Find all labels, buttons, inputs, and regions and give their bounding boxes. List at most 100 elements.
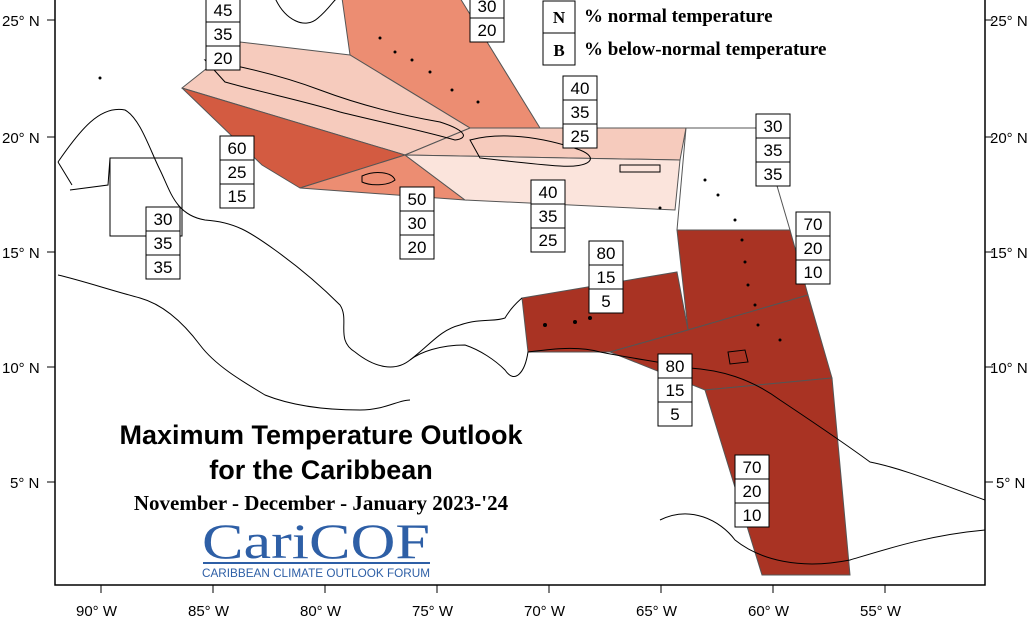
value-box-number: 25 [228, 163, 247, 182]
value-box: 50 30 20 [399, 186, 435, 260]
lat-label-right-25: 25° N [990, 13, 1028, 30]
value-box-cell [562, 123, 598, 149]
value-box-number: 35 [154, 258, 173, 277]
value-box-number: 40 [539, 183, 558, 202]
value-box-cell [795, 235, 831, 261]
legend-text-below: % below-normal temperature [584, 39, 826, 60]
value-box-cell [588, 264, 624, 290]
south-america-coast [409, 344, 986, 501]
value-box-cell [205, 21, 241, 47]
lat-label-25: 25° N [2, 13, 40, 30]
value-box-cell [795, 211, 831, 237]
value-box-number: 30 [764, 117, 783, 136]
value-box-number: 20 [408, 238, 427, 257]
value-box-number: 15 [597, 268, 616, 287]
value-box-number: 25 [571, 127, 590, 146]
value-box-cell [734, 478, 770, 504]
value-box-cell [734, 502, 770, 528]
title-period: November - December - January 2023-'24 [134, 491, 509, 515]
value-box: 30 35 35 [145, 206, 181, 280]
legend: N % normal temperature B % below-normal … [542, 0, 826, 66]
value-box-number: 50 [408, 190, 427, 209]
lat-label-15: 15° N [2, 245, 40, 262]
value-box-cell [219, 159, 255, 185]
title-line-1: Maximum Temperature Outlook [119, 420, 523, 450]
jamaica-coast [361, 172, 396, 186]
value-box-cell [530, 203, 566, 229]
lat-label-right-15: 15° N [990, 245, 1028, 262]
value-box: 80 15 5 [588, 240, 624, 314]
value-box-number: 20 [214, 49, 233, 68]
outlook-regions [109, 0, 851, 576]
legend-key-n: N [553, 8, 566, 27]
puerto-rico-coast [619, 164, 661, 173]
lat-label-right-10: 10° N [990, 360, 1028, 377]
value-box-number: 20 [478, 21, 497, 40]
lon-label-70: 70° W [524, 603, 566, 620]
value-box-number: 30 [478, 0, 497, 16]
value-box: 60 25 15 [219, 135, 255, 209]
lat-axis-left: 25° N 20° N 15° N 10° N 5° N [2, 13, 55, 492]
value-box-number: 70 [804, 215, 823, 234]
value-box-number: 20 [743, 482, 762, 501]
legend-key-b: B [553, 41, 564, 60]
title-block: Maximum Temperature Outlook for the Cari… [119, 420, 523, 515]
lat-label-right-20: 20° N [990, 130, 1028, 147]
lon-label-65: 65° W [636, 603, 678, 620]
value-box-number: 15 [666, 381, 685, 400]
caricof-logo: CariCOF CARIBBEAN CLIMATE OUTLOOK FORUM [202, 513, 430, 580]
value-box-cell [755, 161, 791, 187]
coastlines [57, 0, 986, 565]
value-box-cell [399, 186, 435, 212]
value-box-cell [657, 353, 693, 379]
south-america-inland [659, 513, 986, 565]
value-box-number: 70 [743, 458, 762, 477]
central-america-pacific-coast [57, 274, 411, 411]
value-box-cell [657, 401, 693, 427]
value-box-number: 80 [666, 357, 685, 376]
value-box: 40 35 25 [562, 75, 598, 149]
value-box-number: 80 [597, 244, 616, 263]
value-box: 70 20 10 [795, 211, 831, 285]
value-box-cell [399, 210, 435, 236]
cuba-coast [203, 59, 464, 141]
value-box-number: 35 [539, 207, 558, 226]
value-box: 80 15 5 [657, 353, 693, 427]
value-box-cell [562, 99, 598, 125]
value-box-cell [588, 288, 624, 314]
value-box-number: 5 [601, 292, 610, 311]
value-box-cell [399, 234, 435, 260]
lat-label-20: 20° N [2, 130, 40, 147]
value-box-number: 40 [571, 79, 590, 98]
value-box-number: 60 [228, 139, 247, 158]
value-box-number: 35 [214, 25, 233, 44]
small-islands [98, 36, 782, 342]
value-box-number: 20 [804, 239, 823, 258]
legend-text-normal: % normal temperature [584, 6, 773, 27]
value-box-cell [755, 137, 791, 163]
logo-caption: CARIBBEAN CLIMATE OUTLOOK FORUM [202, 566, 430, 580]
value-box-cell [205, 45, 241, 71]
value-box-number: 5 [670, 405, 679, 424]
lat-label-5: 5° N [10, 475, 39, 492]
lon-label-85: 85° W [188, 603, 230, 620]
trinidad-coast [727, 349, 749, 365]
value-box-number: 35 [764, 141, 783, 160]
value-box-number: 10 [804, 263, 823, 282]
title-line-2: for the Caribbean [209, 455, 433, 485]
florida-coast [275, 0, 336, 24]
value-box-number: 30 [408, 214, 427, 233]
central-america-coast [57, 108, 523, 368]
lat-axis-right: 25° N 20° N 15° N 10° N 5° N [985, 13, 1028, 492]
value-box-number: 30 [154, 210, 173, 229]
value-box: 30 35 35 [755, 113, 791, 187]
value-box-number: 35 [571, 103, 590, 122]
value-box: 70 20 10 [734, 454, 770, 528]
value-box-cell [219, 135, 255, 161]
value-box: 45 35 20 [205, 0, 241, 71]
value-box-number: 35 [154, 234, 173, 253]
value-box-cell [219, 183, 255, 209]
value-box-number: 35 [764, 165, 783, 184]
